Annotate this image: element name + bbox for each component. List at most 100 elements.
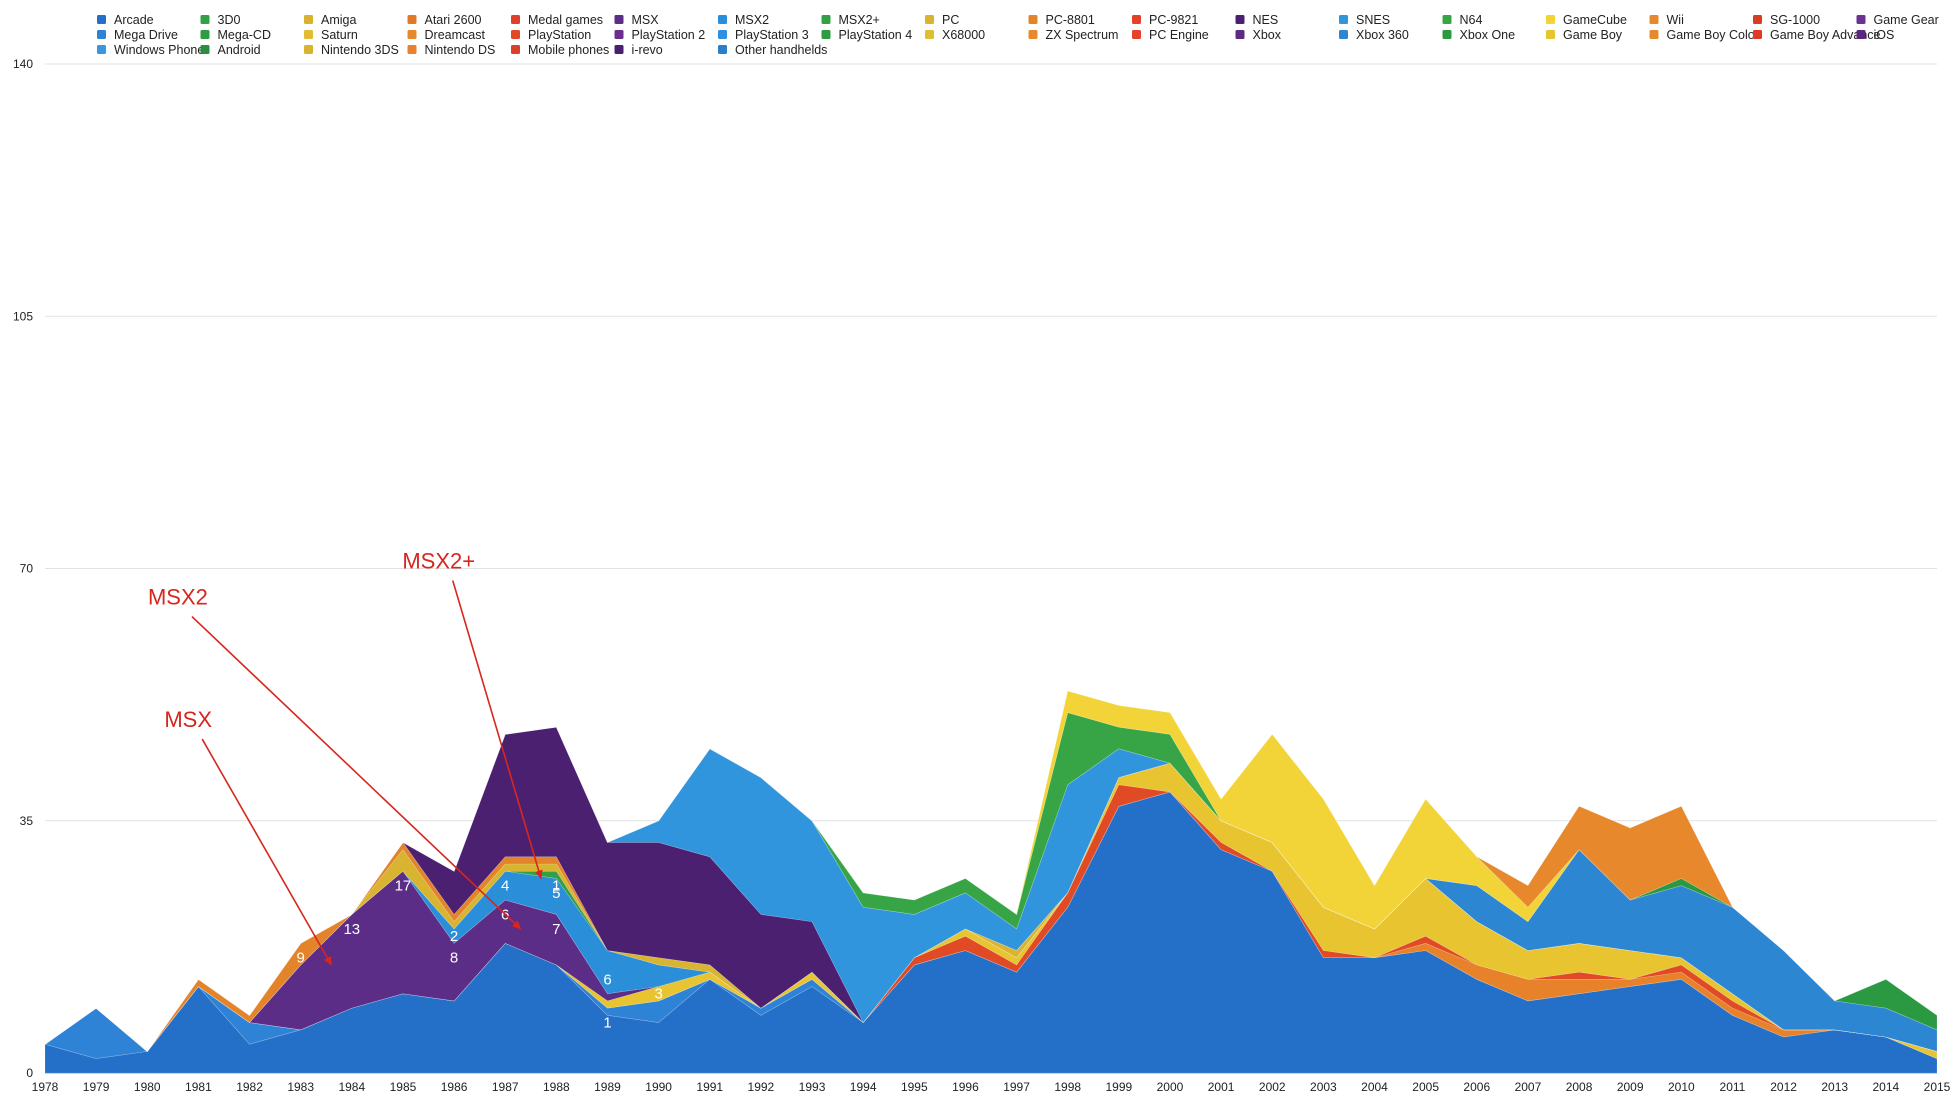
- y-tick-label: 70: [20, 562, 34, 576]
- legend-item: Xbox One: [1442, 28, 1516, 42]
- legend-label: PlayStation 2: [632, 28, 706, 42]
- area-series-game-boy: [44, 762, 1938, 1060]
- legend-item: Windows Phone: [97, 43, 204, 57]
- legend-swatch: [200, 45, 210, 54]
- legend-item: SG-1000: [1753, 13, 1820, 27]
- legend-swatch: [718, 45, 727, 54]
- y-tick-label: 0: [26, 1066, 33, 1080]
- legend-item: ZX Spectrum: [1028, 28, 1118, 42]
- legend-label: Arcade: [114, 13, 154, 27]
- legend: Arcade 3D0 Amiga Atari 2600 Medal games MSX MS…: [97, 13, 1939, 57]
- legend-item: Nintendo 3DS: [304, 43, 399, 57]
- legend-item: Medal games: [511, 13, 603, 27]
- x-tick-label: 1982: [236, 1080, 263, 1094]
- legend-swatch: [304, 15, 313, 24]
- x-tick-label: 2003: [1310, 1080, 1337, 1094]
- legend-label: Xbox 360: [1356, 28, 1409, 42]
- x-tick-label: 2008: [1566, 1080, 1593, 1094]
- x-tick-label: 1994: [850, 1080, 877, 1094]
- x-tick-label: 1988: [543, 1080, 570, 1094]
- legend-item: i-revo: [614, 43, 663, 57]
- legend-label: Mobile phones: [528, 43, 609, 57]
- legend-label: Game Boy Color: [1667, 28, 1759, 42]
- legend-item: PlayStation: [511, 28, 591, 42]
- legend-label: Wii: [1667, 13, 1684, 27]
- x-tick-label: 1980: [134, 1080, 161, 1094]
- legend-label: Atari 2600: [425, 13, 482, 27]
- x-tick-label: 2015: [1924, 1080, 1951, 1094]
- x-tick-label: 2014: [1873, 1080, 1900, 1094]
- legend-swatch: [304, 45, 313, 54]
- legend-swatch: [1132, 30, 1141, 39]
- legend-swatch: [97, 15, 106, 24]
- area-layer: [44, 690, 1938, 1074]
- x-tick-label: 1995: [901, 1080, 928, 1094]
- legend-swatch: [1856, 15, 1866, 24]
- legend-label: Android: [218, 43, 261, 57]
- legend-swatch: [614, 15, 624, 24]
- legend-label: Saturn: [321, 28, 358, 42]
- x-tick-label: 2005: [1412, 1080, 1439, 1094]
- legend-item: Saturn: [304, 28, 358, 42]
- legend-item: Xbox: [1235, 28, 1282, 42]
- x-tick-label: 1985: [390, 1080, 417, 1094]
- legend-label: Nintendo DS: [425, 43, 496, 57]
- x-tick-label: 1987: [492, 1080, 519, 1094]
- legend-item: PC-9821: [1132, 13, 1198, 27]
- legend-label: NES: [1253, 13, 1279, 27]
- legend-label: SG-1000: [1770, 13, 1820, 27]
- legend-label: MSX2+: [839, 13, 880, 27]
- legend-label: PlayStation 4: [839, 28, 913, 42]
- legend-label: PC-9821: [1149, 13, 1198, 27]
- legend-item: PC: [925, 13, 959, 27]
- legend-swatch: [1028, 30, 1038, 39]
- legend-swatch: [200, 30, 210, 39]
- legend-swatch: [718, 30, 727, 39]
- legend-swatch: [1753, 30, 1762, 39]
- legend-swatch: [407, 15, 417, 24]
- x-tick-label: 1978: [32, 1080, 59, 1094]
- legend-label: PlayStation 3: [735, 28, 809, 42]
- legend-label: MSX2: [735, 13, 769, 27]
- x-tick-label: 1981: [185, 1080, 212, 1094]
- legend-item: SNES: [1339, 13, 1390, 27]
- legend-item: Dreamcast: [407, 28, 486, 42]
- legend-label: Amiga: [321, 13, 356, 27]
- segment-value-label: 3: [654, 986, 662, 1003]
- legend-swatch: [821, 30, 831, 39]
- legend-item: 3D0: [200, 13, 240, 27]
- legend-label: Dreamcast: [425, 28, 486, 42]
- legend-item: Game Boy: [1546, 28, 1623, 42]
- legend-label: Mega Drive: [114, 28, 178, 42]
- legend-label: Game Boy: [1563, 28, 1623, 42]
- legend-item: Android: [200, 43, 261, 57]
- legend-swatch: [1546, 30, 1555, 39]
- legend-swatch: [1546, 15, 1555, 24]
- legend-item: N64: [1442, 13, 1482, 27]
- legend-item: MSX2: [718, 13, 769, 27]
- segment-value-label: 4: [501, 878, 509, 895]
- legend-swatch: [1649, 30, 1659, 39]
- legend-item: PlayStation 4: [821, 28, 913, 42]
- legend-item: X68000: [925, 28, 985, 42]
- legend-item: PC Engine: [1132, 28, 1209, 42]
- x-tick-label: 1996: [952, 1080, 979, 1094]
- legend-label: GameCube: [1563, 13, 1627, 27]
- legend-label: Xbox One: [1460, 28, 1516, 42]
- segment-value-label: 13: [343, 921, 360, 938]
- legend-item: Game Boy Advance: [1753, 28, 1881, 42]
- x-tick-label: 2007: [1515, 1080, 1542, 1094]
- y-tick-label: 105: [13, 309, 33, 323]
- legend-swatch: [1856, 30, 1866, 39]
- legend-label: SNES: [1356, 13, 1390, 27]
- legend-label: Medal games: [528, 13, 603, 27]
- legend-item: Mega-CD: [200, 28, 271, 42]
- segment-value-label: 5: [552, 885, 560, 902]
- x-tick-label: 2004: [1361, 1080, 1388, 1094]
- legend-swatch: [1339, 30, 1348, 39]
- legend-label: PlayStation: [528, 28, 591, 42]
- legend-item: Game Gear: [1856, 13, 1939, 27]
- x-tick-label: 1991: [696, 1080, 723, 1094]
